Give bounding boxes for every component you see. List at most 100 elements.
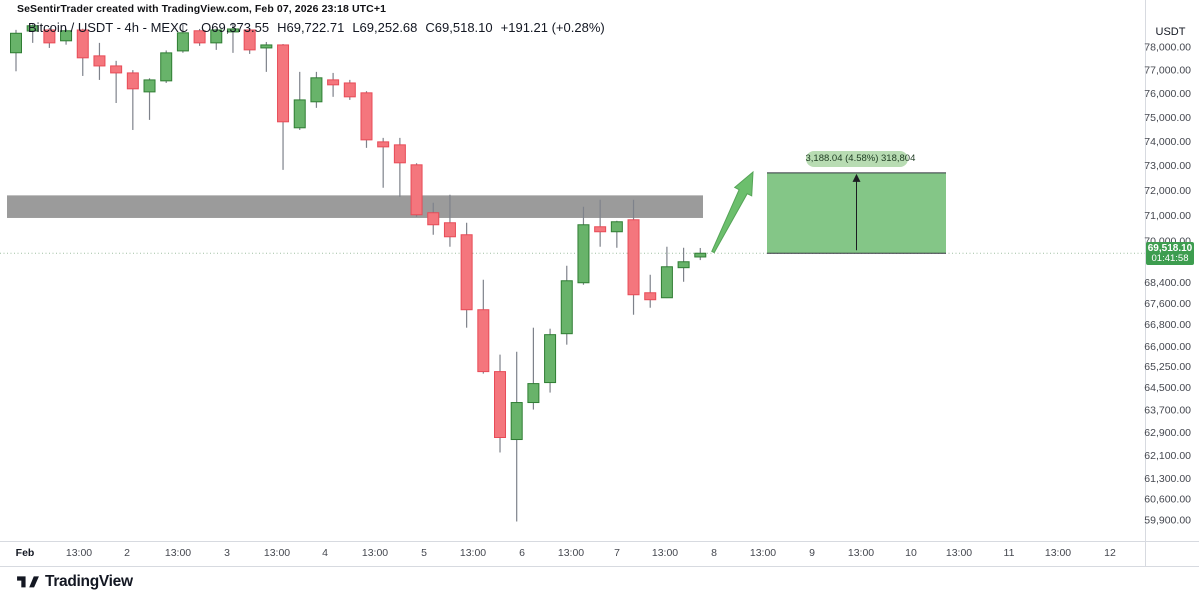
time-axis-label: 6 — [519, 547, 525, 559]
time-axis-label: 12 — [1104, 547, 1116, 559]
symbol-title[interactable]: Bitcoin / USDT - 4h - MEXC — [28, 20, 189, 35]
candle-body — [410, 164, 423, 216]
candle-body — [60, 30, 73, 42]
candle-body — [277, 44, 290, 123]
time-axis-label: 2 — [124, 547, 130, 559]
time-axis-label: 13:00 — [264, 547, 290, 559]
price-axis-label: 64,500.00 — [1144, 382, 1191, 394]
candle-body — [160, 52, 173, 82]
time-axis-label: 8 — [711, 547, 717, 559]
candle-body — [477, 309, 490, 373]
candle — [594, 199, 607, 247]
time-axis-label: 13:00 — [558, 547, 584, 559]
candle — [26, 24, 39, 43]
candle-body — [93, 55, 106, 67]
price-axis-label: 63,700.00 — [1144, 404, 1191, 416]
candle-body — [393, 144, 406, 164]
price-axis-label: 67,600.00 — [1144, 298, 1191, 310]
candle-body — [310, 77, 323, 103]
candle — [126, 70, 139, 130]
candle-countdown: 01:41:58 — [1151, 253, 1189, 265]
current-price-badge: 69,518.10 01:41:58 — [1146, 242, 1194, 266]
time-axis-label: 3 — [224, 547, 230, 559]
candle-body — [627, 219, 640, 296]
price-axis-label: 78,000.00 — [1144, 42, 1191, 54]
candle — [477, 279, 490, 374]
candle — [577, 206, 590, 285]
measure-arrow-head — [852, 173, 861, 182]
candle-body — [544, 334, 557, 384]
candle — [226, 22, 239, 53]
time-axis-label: 7 — [614, 547, 620, 559]
tradingview-logo[interactable]: TradingView — [17, 573, 133, 591]
time-axis-label: 13:00 — [1045, 547, 1071, 559]
candle-body — [527, 383, 540, 404]
candle — [410, 163, 423, 217]
time-axis-label: 13:00 — [946, 547, 972, 559]
candle — [110, 60, 123, 103]
price-axis-label: 68,400.00 — [1144, 277, 1191, 289]
candle-body — [494, 371, 507, 439]
time-axis-label: 13:00 — [362, 547, 388, 559]
tradingview-logo-text: TradingView — [45, 573, 133, 590]
price-change: +191.21 (+0.28%) — [500, 20, 605, 35]
price-axis-label: 75,000.00 — [1144, 112, 1191, 124]
candle — [277, 44, 290, 170]
candle-body — [110, 65, 123, 74]
price-axis-label: 60,600.00 — [1144, 494, 1191, 506]
candle-body — [43, 29, 56, 44]
candle-body — [443, 222, 456, 238]
candle-body — [560, 280, 573, 335]
candle — [677, 247, 690, 282]
time-axis-label: 9 — [809, 547, 815, 559]
candle-body — [76, 29, 89, 59]
time-axis-label: 13:00 — [165, 547, 191, 559]
candle-body — [226, 28, 239, 33]
price-axis-label: 76,000.00 — [1144, 88, 1191, 100]
time-axis-label: 5 — [421, 547, 427, 559]
price-axis-label: 66,000.00 — [1144, 341, 1191, 353]
current-price: 69,518.10 — [1147, 243, 1193, 255]
trend-arrow — [711, 170, 754, 254]
candle — [660, 246, 673, 299]
candle — [377, 137, 390, 188]
price-axis-label: 59,900.00 — [1144, 515, 1191, 527]
attribution-text: SeSentirTrader created with TradingView.… — [17, 3, 387, 15]
candle — [627, 199, 640, 315]
candle-body — [594, 226, 607, 233]
candle-body — [327, 79, 340, 86]
candle-body — [377, 141, 390, 148]
candle — [694, 247, 707, 261]
candle — [327, 72, 340, 97]
candle-body — [360, 92, 373, 141]
candle-body — [243, 29, 256, 51]
candle — [310, 71, 323, 108]
candle-body — [293, 99, 306, 129]
ohlc-open: O69,373.55 — [201, 20, 270, 35]
candle — [160, 50, 173, 83]
time-axis-label: 13:00 — [750, 547, 776, 559]
candle — [360, 91, 373, 148]
candle — [443, 194, 456, 247]
candle — [43, 28, 56, 48]
time-axis[interactable]: Feb 13:00 2 13:00 3 13:00 4 13:00 5 13:00 6 13:00 7 1… — [16, 547, 1116, 559]
candle-body — [260, 44, 273, 49]
price-axis-unit: USDT — [1155, 26, 1186, 38]
candle — [60, 28, 73, 45]
price-axis-label: 77,000.00 — [1144, 65, 1191, 77]
price-axis[interactable]: 78,000.00 77,000.00 76,000.00 75,000.00 74,0… — [1144, 42, 1191, 527]
candle — [510, 351, 523, 522]
candle — [10, 29, 22, 72]
candle — [610, 220, 623, 248]
price-axis-label: 62,900.00 — [1144, 427, 1191, 439]
candle-body — [10, 32, 22, 54]
supply-zone-rectangle — [7, 195, 703, 218]
time-axis-label: 13:00 — [652, 547, 678, 559]
ohlc-high: H69,722.71 — [277, 20, 345, 35]
projection-box[interactable] — [767, 172, 946, 254]
candle — [527, 327, 540, 410]
candle — [260, 41, 273, 72]
price-axis-label: 62,100.00 — [1144, 450, 1191, 462]
